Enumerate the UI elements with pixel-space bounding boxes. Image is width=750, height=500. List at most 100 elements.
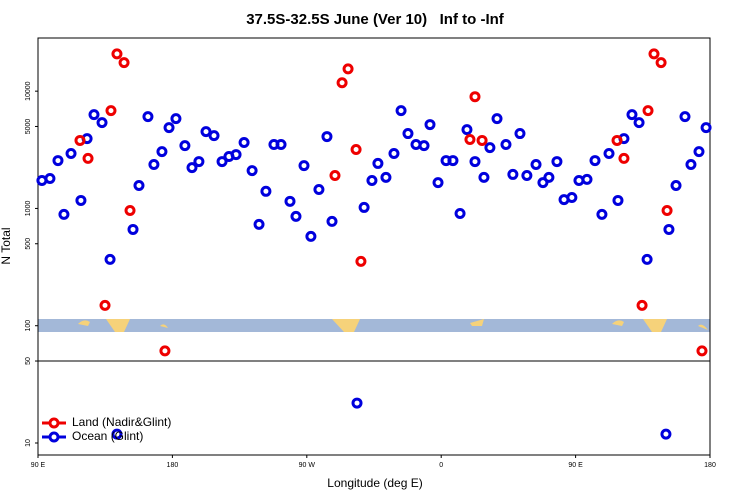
point bbox=[111, 48, 123, 60]
plot-frame bbox=[37, 37, 711, 456]
point bbox=[82, 152, 94, 164]
point bbox=[636, 299, 648, 311]
x-tick-label: 90 E bbox=[31, 462, 46, 469]
point bbox=[358, 201, 370, 213]
point bbox=[350, 144, 362, 156]
point bbox=[355, 255, 367, 267]
point bbox=[484, 142, 496, 154]
point bbox=[156, 146, 168, 158]
point bbox=[336, 77, 348, 89]
point bbox=[424, 119, 436, 131]
point bbox=[124, 205, 136, 217]
point bbox=[700, 122, 712, 134]
point bbox=[200, 126, 212, 138]
point bbox=[491, 113, 503, 125]
point bbox=[566, 191, 578, 203]
x-axis-label: Longitude (deg E) bbox=[327, 476, 422, 490]
x-tick-label: 180 bbox=[704, 462, 716, 469]
point bbox=[65, 148, 77, 160]
y-tick-label: 10000 bbox=[25, 81, 32, 101]
point bbox=[351, 397, 363, 409]
point bbox=[52, 155, 64, 167]
point bbox=[142, 111, 154, 123]
point bbox=[530, 158, 542, 170]
point bbox=[127, 223, 139, 235]
point bbox=[111, 428, 123, 440]
point bbox=[589, 155, 601, 167]
point bbox=[641, 253, 653, 265]
legend-label: Ocean (Glint) bbox=[72, 429, 143, 443]
point bbox=[388, 148, 400, 160]
point bbox=[603, 148, 615, 160]
point bbox=[260, 185, 272, 197]
point bbox=[380, 171, 392, 183]
point bbox=[660, 428, 672, 440]
point bbox=[208, 130, 220, 142]
point bbox=[290, 210, 302, 222]
y-tick-label: 5000 bbox=[25, 119, 32, 135]
point bbox=[693, 146, 705, 158]
point bbox=[612, 194, 624, 206]
point bbox=[500, 138, 512, 150]
point bbox=[418, 140, 430, 152]
point bbox=[298, 160, 310, 172]
point bbox=[642, 105, 654, 117]
y-tick-label: 100 bbox=[25, 320, 32, 332]
point bbox=[284, 195, 296, 207]
point bbox=[679, 111, 691, 123]
y-tick-label: 1000 bbox=[25, 201, 32, 217]
legend-marker bbox=[48, 431, 60, 443]
point bbox=[402, 128, 414, 140]
point bbox=[372, 157, 384, 169]
point bbox=[230, 149, 242, 161]
point bbox=[329, 169, 341, 181]
point bbox=[661, 205, 673, 217]
point bbox=[118, 57, 130, 69]
x-tick-label: 180 bbox=[167, 462, 179, 469]
point bbox=[633, 117, 645, 129]
point bbox=[246, 165, 258, 177]
point bbox=[99, 299, 111, 311]
point bbox=[476, 134, 488, 146]
point bbox=[663, 223, 675, 235]
point bbox=[342, 63, 354, 75]
point bbox=[626, 109, 638, 121]
point bbox=[159, 345, 171, 357]
point bbox=[253, 218, 265, 230]
y-tick-label: 10 bbox=[25, 439, 32, 447]
y-tick-label: 500 bbox=[25, 238, 32, 250]
point bbox=[148, 158, 160, 170]
point bbox=[163, 122, 175, 134]
point bbox=[326, 215, 338, 227]
point bbox=[238, 136, 250, 148]
point bbox=[186, 162, 198, 174]
point bbox=[305, 230, 317, 242]
point bbox=[105, 105, 117, 117]
point bbox=[366, 175, 378, 187]
x-tick-label: 90 E bbox=[568, 462, 583, 469]
point bbox=[170, 113, 182, 125]
point bbox=[655, 57, 667, 69]
point bbox=[321, 131, 333, 143]
x-tick-label: 0 bbox=[439, 462, 443, 469]
point bbox=[216, 156, 228, 168]
point bbox=[104, 253, 116, 265]
point bbox=[58, 208, 70, 220]
point bbox=[696, 345, 708, 357]
point bbox=[275, 138, 287, 150]
point bbox=[648, 48, 660, 60]
point bbox=[670, 179, 682, 191]
legend-marker bbox=[48, 417, 60, 429]
map-strip bbox=[38, 319, 710, 332]
point bbox=[74, 134, 86, 146]
point bbox=[551, 156, 563, 168]
y-axis-label: N Total bbox=[0, 227, 13, 264]
point bbox=[447, 155, 459, 167]
point bbox=[478, 171, 490, 183]
point bbox=[618, 152, 630, 164]
chart-title: 37.5S-32.5S June (Ver 10) Inf to -Inf bbox=[246, 11, 505, 28]
point bbox=[395, 105, 407, 117]
point bbox=[75, 194, 87, 206]
